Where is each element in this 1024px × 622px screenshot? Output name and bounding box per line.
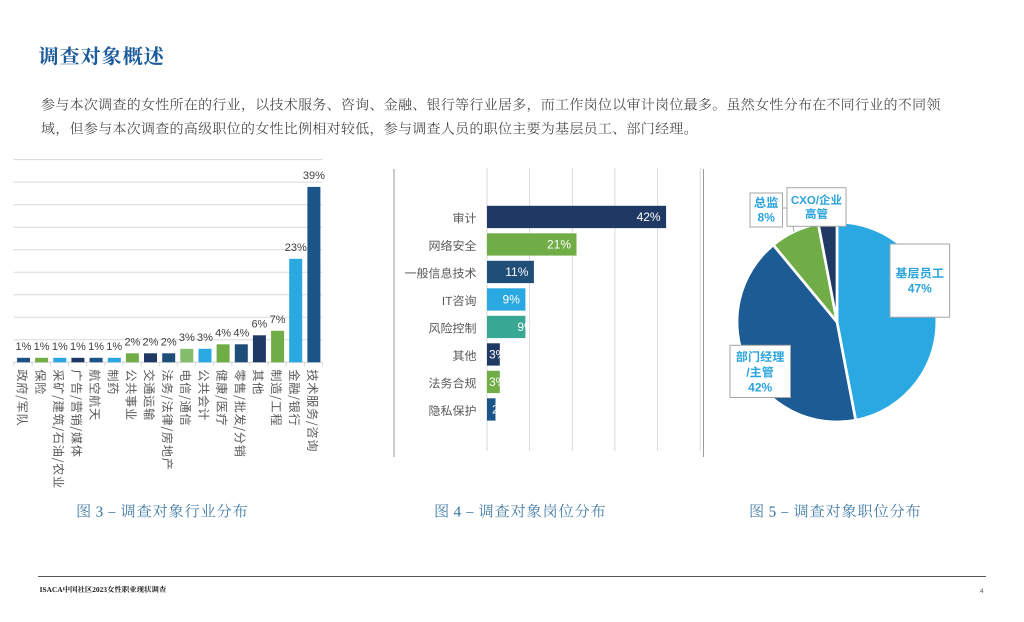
svg-text:1%: 1%	[70, 341, 86, 353]
svg-text:3%: 3%	[179, 332, 195, 344]
svg-text:1%: 1%	[106, 341, 122, 353]
svg-text:4: 4	[980, 588, 984, 595]
svg-text:4%: 4%	[215, 328, 231, 340]
svg-text:42%: 42%	[637, 210, 661, 224]
svg-text:1%: 1%	[88, 341, 104, 353]
svg-text:1%: 1%	[52, 341, 68, 353]
svg-text:3%: 3%	[489, 348, 507, 362]
svg-text:21%: 21%	[547, 238, 571, 252]
svg-text:2%: 2%	[124, 337, 140, 349]
svg-text:2%: 2%	[492, 403, 510, 417]
svg-text:39%: 39%	[303, 170, 325, 182]
svg-text:9%: 9%	[517, 320, 535, 334]
svg-text:4%: 4%	[233, 328, 249, 340]
svg-text:3%: 3%	[489, 375, 507, 389]
svg-text:11%: 11%	[505, 265, 528, 279]
svg-text:2%: 2%	[161, 337, 177, 349]
svg-text:1%: 1%	[34, 341, 50, 353]
svg-text:8%: 8%	[758, 211, 776, 225]
svg-text:2%: 2%	[143, 337, 159, 349]
svg-text:7%: 7%	[270, 314, 286, 326]
svg-text:9%: 9%	[503, 293, 521, 307]
svg-text:3%: 3%	[197, 332, 213, 344]
svg-text:42%: 42%	[748, 381, 772, 395]
svg-text:23%: 23%	[285, 242, 307, 254]
svg-text:6%: 6%	[251, 319, 267, 331]
svg-text:1%: 1%	[16, 341, 32, 353]
svg-text:47%: 47%	[908, 282, 932, 296]
